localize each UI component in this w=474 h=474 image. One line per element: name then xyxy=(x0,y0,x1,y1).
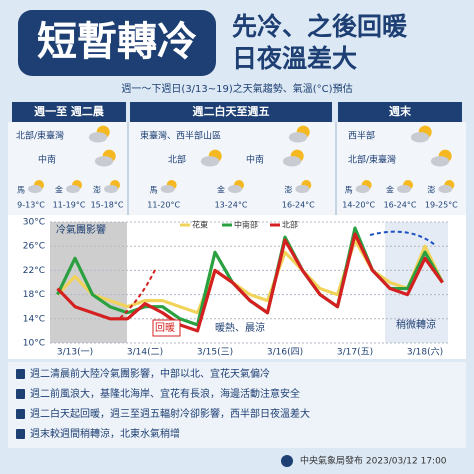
y-tick-label: 22°C xyxy=(23,266,45,276)
cloud-icon xyxy=(282,156,302,167)
island-label: 馬 xyxy=(17,186,25,195)
temp-range: 9-13°C xyxy=(17,201,45,210)
x-tick-label: 3/13(一) xyxy=(57,348,93,358)
annotation: 稍微轉涼 xyxy=(396,318,436,331)
legend-label: 北部 xyxy=(282,220,298,230)
y-tick-label: 26°C xyxy=(23,242,45,252)
cloud-icon xyxy=(88,132,108,143)
temp-range: 13-24°C xyxy=(215,201,248,210)
column-heading: 週二白天至週五 xyxy=(193,104,270,118)
island-label: 金 xyxy=(386,185,394,195)
legend-label: 中南部 xyxy=(234,220,258,230)
note: 週二清晨前大陸冷氣團影響，中部以北、宜花天氣偏冷 xyxy=(30,367,270,380)
x-tick-label: 3/15(三) xyxy=(197,348,233,358)
temp-range: 15-18°C xyxy=(91,201,124,210)
cloud-icon xyxy=(355,185,370,193)
island-label: 澎 xyxy=(284,185,292,195)
cloud-icon xyxy=(104,185,118,193)
column-heading-box xyxy=(12,102,126,122)
annotation: 回暖 xyxy=(155,321,175,334)
cloud-icon xyxy=(288,132,308,143)
note-icon xyxy=(16,389,25,399)
cloud-icon xyxy=(228,185,242,193)
cloud-icon xyxy=(410,132,430,143)
cloud-icon xyxy=(438,185,453,193)
note: 週二白天起回暖，週三至週五輻射冷卻影響，西半部日夜溫差大 xyxy=(30,407,310,420)
cloud-icon xyxy=(28,185,42,193)
annotation-box xyxy=(152,319,181,337)
x-tick-label: 3/14(二) xyxy=(127,348,163,358)
island-label: 馬 xyxy=(345,186,353,195)
region-label: 北部 xyxy=(168,154,186,166)
note: 週末較週間稍轉涼，北東水氣稍增 xyxy=(30,427,180,440)
region-label: 西半部 xyxy=(348,130,375,142)
subtitle: 先冷、之後回暖 xyxy=(232,12,408,41)
island-label: 澎 xyxy=(427,185,435,195)
y-tick-label: 18°C xyxy=(23,290,45,300)
region-label: 北部/東臺灣 xyxy=(16,130,64,142)
title: 短暫轉冷 xyxy=(37,19,197,65)
region-label: 東臺灣、西半部山區 xyxy=(140,130,221,142)
temp-range: 16-24°C xyxy=(384,201,417,210)
cold-period-shade xyxy=(50,222,127,343)
temp-range: 14-20°C xyxy=(342,201,375,210)
y-tick-label: 30°C xyxy=(23,218,45,228)
annotation: 暖熱、晨涼 xyxy=(215,321,265,334)
island-label: 金 xyxy=(55,185,63,195)
temp-range: 16-24°C xyxy=(282,201,315,210)
notes-panel xyxy=(8,362,466,448)
note: 週二前風浪大，基隆北海岸、宜花有長浪，海邊活動注意安全 xyxy=(30,387,300,400)
region-label: 中南 xyxy=(38,154,56,166)
legend-label: 花東 xyxy=(192,220,208,230)
note-icon xyxy=(16,369,25,379)
island-label: 澎 xyxy=(93,185,101,195)
cloud-icon xyxy=(94,156,114,167)
cool-period-shade xyxy=(385,222,448,343)
temp-range: 19-25°C xyxy=(425,201,458,210)
cloud-icon xyxy=(160,185,175,193)
period: 週一～下週日(3/13~19)之天氣趨勢、氣溫(°C)預估 xyxy=(121,82,352,95)
note-icon xyxy=(16,429,25,439)
x-tick-label: 3/16(四) xyxy=(267,348,303,358)
title-box xyxy=(18,10,216,76)
cloud-icon xyxy=(430,156,450,167)
temp-range: 11-20°C xyxy=(147,201,180,210)
column-heading-box xyxy=(338,102,462,122)
y-tick-label: 10°C xyxy=(23,339,45,349)
cloud-icon xyxy=(66,185,80,193)
trend-arrow xyxy=(119,269,156,319)
temp-range: 11-19°C xyxy=(53,201,86,210)
forecast-panel xyxy=(8,122,466,215)
series-line xyxy=(56,232,444,333)
island-label: 馬 xyxy=(150,186,158,195)
region-label: 中南 xyxy=(246,154,264,166)
x-tick-label: 3/18(六) xyxy=(407,346,443,358)
logo xyxy=(281,455,293,467)
cloud-icon xyxy=(397,185,411,193)
region-label: 北部/東臺灣 xyxy=(348,154,396,166)
subtitle: 日夜溫差大 xyxy=(232,44,357,73)
island-label: 金 xyxy=(217,185,225,195)
column-heading: 週一至 週二晨 xyxy=(34,104,105,118)
column-heading-box xyxy=(130,102,332,122)
annotation: 冷氣團影響 xyxy=(56,223,106,236)
cloud-icon xyxy=(200,156,220,167)
x-tick-label: 3/17(五) xyxy=(337,348,373,358)
footer: 中央氣象局發布 2023/03/12 17:00 xyxy=(300,455,447,467)
y-tick-label: 14°C xyxy=(23,314,45,324)
cloud-icon xyxy=(295,185,310,193)
column-heading: 週末 xyxy=(389,104,412,118)
note-icon xyxy=(16,409,25,419)
trend-arrow xyxy=(369,230,436,246)
